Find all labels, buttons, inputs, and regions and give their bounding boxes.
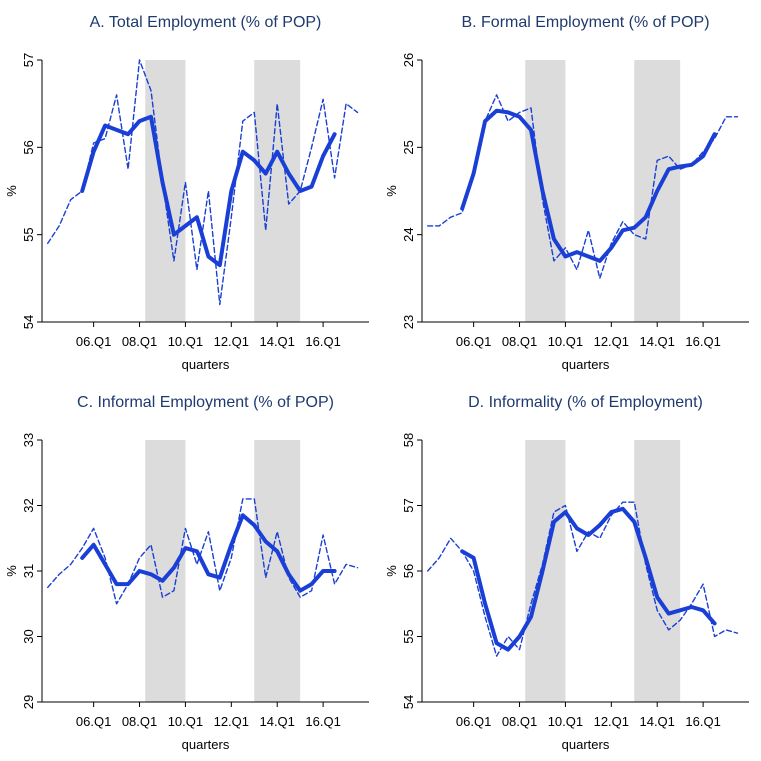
recession-shade [254, 60, 301, 322]
x-axis-label: quarters [182, 357, 230, 372]
raw-line [47, 498, 359, 605]
y-tick-label: 57 [401, 498, 416, 512]
raw-line [427, 94, 739, 279]
panel: C. Informal Employment (% of POP) 29 30 31 3… [4, 394, 369, 752]
y-axis-label: % [4, 565, 19, 577]
smoothed-line [80, 513, 337, 593]
x-tick-label: 16.Q1 [685, 334, 720, 349]
x-tick-label: 06.Q1 [456, 334, 491, 349]
smoothed-line [460, 506, 717, 652]
y-tick-label: 55 [401, 629, 416, 643]
y-axis-label: % [384, 185, 399, 197]
y-tick-label: 56 [21, 140, 36, 154]
x-tick-label: 08.Q1 [122, 714, 157, 729]
panel: B. Formal Employment (% of POP) 23 24 25 26 0… [384, 14, 749, 372]
recession-shade [145, 440, 186, 702]
x-tick-label: 14.Q1 [639, 334, 674, 349]
y-tick-label: 25 [401, 140, 416, 154]
recession-shade [634, 440, 681, 702]
y-tick-label: 58 [401, 433, 416, 447]
x-axis-label: quarters [562, 357, 610, 372]
x-tick-label: 14.Q1 [259, 714, 294, 729]
panel: A. Total Employment (% of POP) 54 55 56 57 06… [4, 14, 369, 372]
smoothed-line [460, 108, 717, 263]
recession-shade [525, 440, 566, 702]
y-tick-label: 54 [21, 315, 36, 329]
x-tick-label: 12.Q1 [594, 714, 629, 729]
y-tick-label: 24 [401, 227, 416, 241]
x-tick-label: 10.Q1 [168, 334, 203, 349]
recession-shade [254, 440, 301, 702]
y-axis-label: % [4, 185, 19, 197]
x-tick-label: 12.Q1 [214, 334, 249, 349]
x-tick-label: 08.Q1 [502, 334, 537, 349]
x-tick-label: 16.Q1 [305, 334, 340, 349]
x-tick-label: 06.Q1 [456, 714, 491, 729]
y-tick-label: 29 [21, 695, 36, 709]
y-tick-label: 54 [401, 695, 416, 709]
y-tick-label: 33 [21, 433, 36, 447]
x-tick-label: 14.Q1 [259, 334, 294, 349]
y-tick-label: 30 [21, 629, 36, 643]
recession-shade [525, 60, 566, 322]
chart-title: C. Informal Employment (% of POP) [77, 394, 334, 411]
x-tick-label: 08.Q1 [502, 714, 537, 729]
x-tick-label: 12.Q1 [214, 714, 249, 729]
y-tick-label: 26 [401, 53, 416, 67]
raw-line [47, 59, 359, 306]
raw-line [427, 501, 739, 657]
chart-title: D. Informality (% of Employment) [468, 394, 703, 411]
y-tick-label: 23 [401, 315, 416, 329]
y-axis-label: % [384, 565, 399, 577]
x-tick-label: 10.Q1 [168, 714, 203, 729]
x-tick-label: 12.Q1 [594, 334, 629, 349]
x-tick-label: 06.Q1 [76, 714, 111, 729]
y-tick-label: 56 [401, 564, 416, 578]
x-tick-label: 14.Q1 [639, 714, 674, 729]
y-tick-label: 57 [21, 53, 36, 67]
smoothed-line [80, 114, 337, 268]
chart-title: B. Formal Employment (% of POP) [461, 14, 709, 31]
x-tick-label: 08.Q1 [122, 334, 157, 349]
x-tick-label: 10.Q1 [548, 714, 583, 729]
x-tick-label: 16.Q1 [685, 714, 720, 729]
x-tick-label: 06.Q1 [76, 334, 111, 349]
chart-title: A. Total Employment (% of POP) [90, 14, 322, 31]
x-axis-label: quarters [562, 737, 610, 752]
x-tick-label: 10.Q1 [548, 334, 583, 349]
panel: D. Informality (% of Employment) 54 55 56 57… [384, 394, 749, 752]
y-tick-label: 32 [21, 498, 36, 512]
y-tick-label: 31 [21, 564, 36, 578]
x-tick-label: 16.Q1 [305, 714, 340, 729]
y-tick-label: 55 [21, 227, 36, 241]
x-axis-label: quarters [182, 737, 230, 752]
